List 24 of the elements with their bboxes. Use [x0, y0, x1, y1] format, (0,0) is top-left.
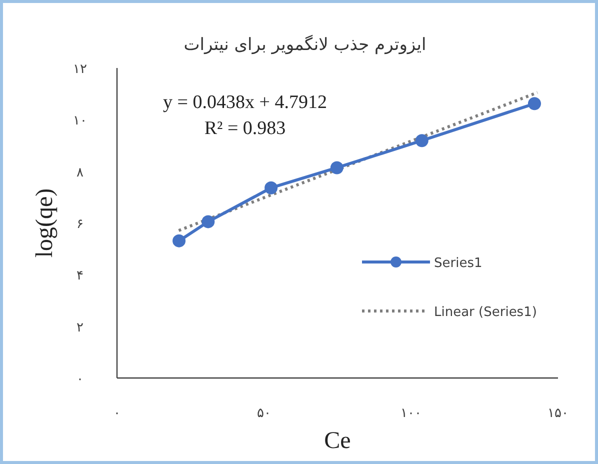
y-tick-label: ۲: [76, 320, 84, 336]
legend-label: Linear (Series1): [434, 305, 537, 320]
y-tick-label: ۶: [76, 217, 84, 232]
y-tick-label: ۴: [76, 268, 84, 284]
point: [528, 97, 541, 110]
annotation: y = 0.0438x + 4.7912: [163, 92, 327, 113]
y-axis-title: log(qe): [32, 188, 58, 258]
chart-title: ایزوترم جذب لانگمویر برای نیترات: [184, 34, 426, 55]
x-tick-label: ۵۰: [257, 406, 271, 421]
y-tick-label: ۱۰: [73, 114, 87, 129]
x-axis-title: Ce: [324, 428, 351, 454]
legend-label: Series1: [434, 256, 482, 271]
point: [172, 234, 186, 248]
y-tick-label: ۰: [76, 372, 84, 387]
point: [202, 215, 215, 228]
point: [330, 161, 344, 174]
x-tick-label: ۱۵۰: [548, 406, 568, 421]
y-tick-label: ۸: [76, 165, 84, 180]
x-tick-label: ۰: [114, 406, 120, 421]
x-tick-label: ۱۰۰: [400, 406, 422, 421]
point: [264, 181, 278, 194]
y-tick-label: ۱۲: [73, 62, 87, 77]
point: [415, 134, 428, 148]
annotation: R² = 0.983: [204, 118, 286, 139]
